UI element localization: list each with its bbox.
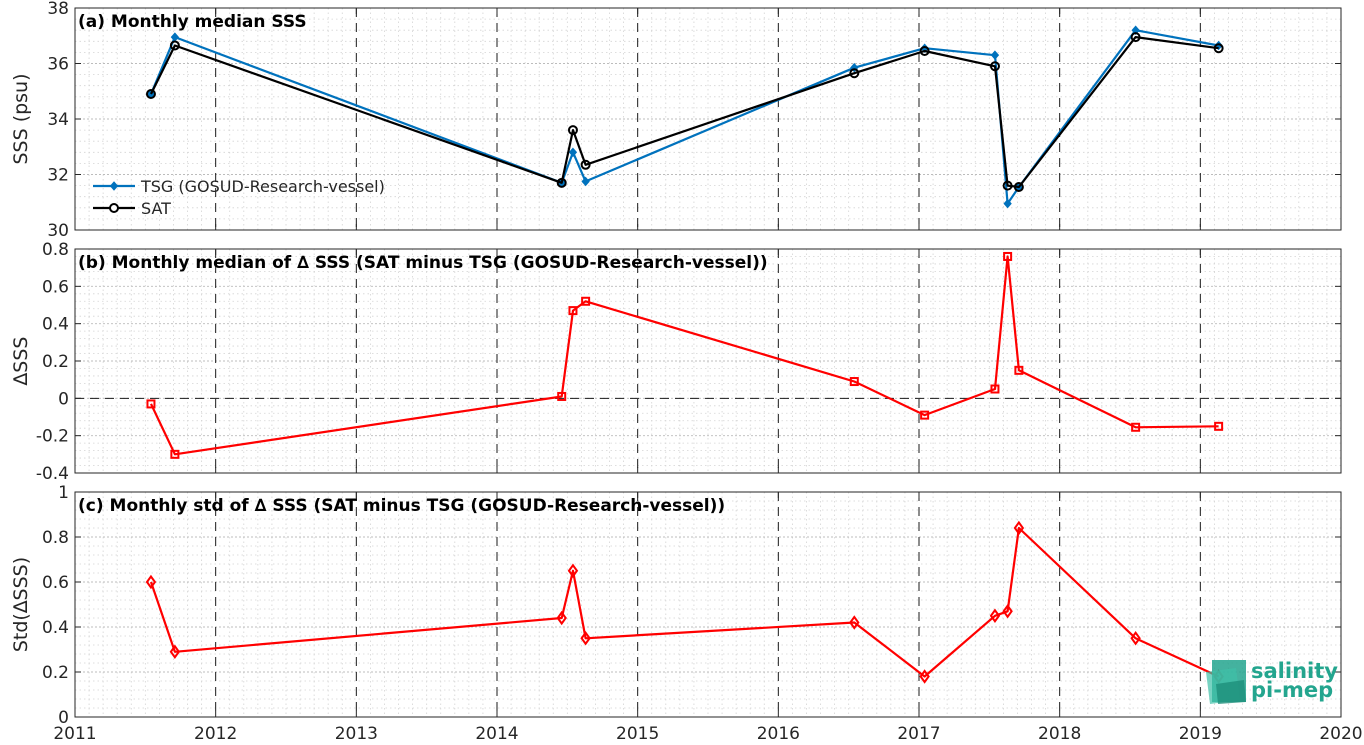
data-point (849, 68, 860, 79)
series-line (149, 526, 1220, 678)
salinity-pimep-logo: salinity pi-mep (1206, 659, 1338, 704)
data-point (146, 399, 156, 409)
legend-marker (109, 203, 119, 213)
wave-icon (1206, 660, 1246, 704)
logo-line2: pi-mep (1251, 678, 1333, 702)
series-c-0 (145, 520, 1224, 684)
series-line (150, 255, 1219, 456)
x-tick-label: 2014 (475, 724, 518, 744)
x-tick-label: 2015 (616, 724, 659, 744)
data-point (1013, 520, 1025, 536)
panel-c: 0 0.2 0.4 0.6 0.8 1 Std(∆SSS) (c) Monthly std o… (10, 483, 1363, 744)
legend: TSG (GOSUD-Research-vessel) SAT (93, 177, 385, 218)
data-point (920, 410, 930, 420)
y-tick-label: -0.2 (36, 427, 69, 447)
series-a-1 (145, 32, 1224, 192)
panel-a: 30 32 34 36 38 SSS (psu) (a) Monthly median SS… (10, 0, 1342, 241)
y-tick-label: 0.8 (42, 240, 69, 260)
data-point (849, 377, 859, 387)
data-point (989, 61, 1000, 72)
data-point (581, 176, 590, 187)
data-point (919, 46, 930, 57)
data-point (145, 89, 156, 100)
data-point (1213, 43, 1224, 54)
data-point (989, 608, 1001, 623)
legend-marker (109, 181, 119, 191)
y-tick-label: 0.8 (42, 528, 69, 548)
data-point (170, 449, 180, 459)
data-point (1130, 32, 1141, 43)
x-tick-label: 2011 (53, 724, 96, 744)
y-tick-label: 0.2 (42, 663, 69, 683)
y-tick-label: 30 (47, 221, 69, 241)
y-tick-label: 0.4 (42, 315, 69, 335)
panel-b: -0.4 -0.2 0 0.2 0.4 0.6 0.8 ∆SSS (b) Monthly med… (10, 240, 1342, 484)
y-tick-label: 32 (47, 166, 69, 186)
data-point (1002, 180, 1013, 191)
panel-title: (c) Monthly std of ∆ SSS (SAT minus TSG … (78, 496, 725, 516)
data-point (1214, 421, 1224, 431)
x-tick-label: 2016 (757, 724, 800, 744)
y-tick-label: 0.4 (42, 618, 69, 638)
data-point (581, 296, 591, 306)
data-point (568, 147, 578, 158)
y-tick-label: 1 (58, 483, 69, 503)
legend-label: TSG (GOSUD-Research-vessel) (140, 177, 385, 196)
y-tick-label: 38 (47, 0, 69, 19)
data-point (1131, 422, 1141, 432)
x-tick-label: 2012 (194, 724, 237, 744)
data-point (145, 574, 157, 590)
data-point (1002, 604, 1013, 619)
data-point (990, 384, 1000, 394)
panel-title: (a) Monthly median SSS (78, 12, 307, 32)
data-point (169, 40, 180, 51)
panel-title: (b) Monthly median of ∆ SSS (SAT minus T… (78, 253, 768, 273)
legend-label: SAT (141, 199, 171, 218)
data-point (849, 615, 860, 630)
data-point (1014, 365, 1024, 375)
series-b-0 (146, 251, 1224, 459)
data-point (1003, 198, 1012, 209)
y-tick-label: -0.4 (36, 464, 69, 484)
x-tick-label: 2019 (1179, 724, 1222, 744)
data-point (556, 610, 567, 626)
data-point (567, 125, 578, 136)
y-tick-label: 0 (58, 708, 69, 728)
y-tick-label: 34 (47, 110, 69, 130)
data-point (1130, 631, 1141, 646)
data-point (1003, 251, 1013, 261)
y-axis-label: Std(∆SSS) (10, 557, 32, 652)
y-axis-label: ∆SSS (10, 337, 32, 387)
x-tick-label: 2018 (1038, 724, 1081, 744)
data-point (556, 177, 567, 188)
y-tick-label: 0.2 (42, 352, 69, 372)
x-tick-label: 2017 (897, 724, 940, 744)
x-tick-label: 2013 (335, 724, 378, 744)
data-point (919, 669, 930, 684)
y-tick-label: 36 (47, 55, 69, 75)
logo-line1: salinity (1251, 659, 1338, 683)
x-tick-label: 2020 (1319, 724, 1362, 744)
y-tick-label: 0.6 (42, 573, 69, 593)
y-axis-label: SSS (psu) (10, 73, 32, 164)
axes-frame (74, 491, 1342, 718)
y-tick-label: 0.6 (42, 277, 69, 297)
series-line (150, 35, 1219, 189)
data-point (580, 631, 591, 646)
data-point (1013, 181, 1024, 192)
data-point (169, 644, 181, 659)
data-point (567, 563, 579, 578)
data-point (557, 391, 567, 401)
data-point (580, 159, 591, 170)
data-point (990, 50, 1000, 60)
data-point (568, 306, 578, 316)
y-tick-label: 0 (58, 389, 69, 409)
data-point (1131, 25, 1140, 35)
